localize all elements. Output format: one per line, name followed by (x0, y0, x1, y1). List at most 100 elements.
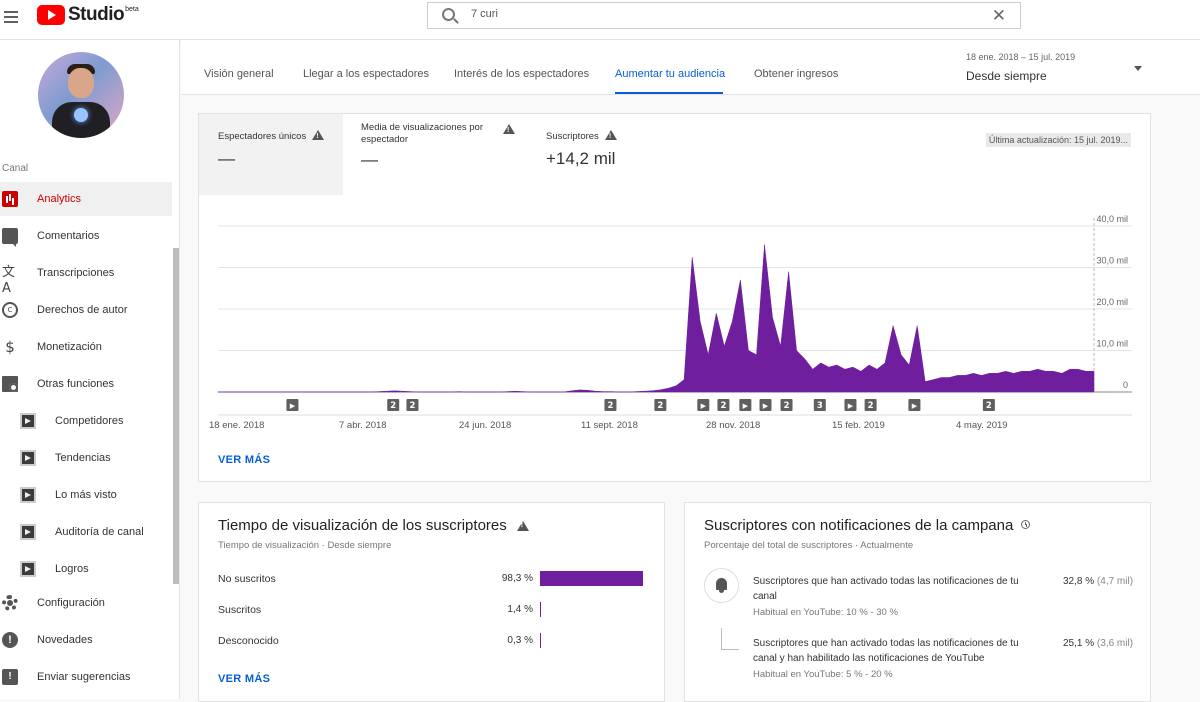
sidebar-item-channel-audit[interactable]: Auditoría de canal (0, 515, 172, 549)
extension-icon (20, 487, 36, 503)
sidebar-item-competitors[interactable]: Competidores (0, 404, 172, 438)
feedback-icon: ! (2, 669, 18, 685)
search-icon[interactable] (442, 8, 455, 21)
percent-bar (540, 571, 644, 586)
see-more-link[interactable]: VER MÁS (218, 673, 271, 685)
extension-icon (20, 413, 36, 429)
subscriber-watch-time-card: Tiempo de visualización de los suscripto… (198, 502, 665, 702)
sidebar-item-settings[interactable]: Configuración (0, 586, 172, 620)
extension-icon (20, 524, 36, 540)
sidebar-item-other-features[interactable]: Otras funciones (0, 367, 172, 401)
sidebar-item-label: Monetización (37, 341, 102, 353)
sidebar-item-label: Analytics (37, 193, 82, 205)
x-tick-label: 7 abr. 2018 (339, 420, 387, 431)
sidebar-item-label: Competidores (55, 415, 124, 427)
section-title: Suscriptores con notificaciones de la ca… (704, 517, 1031, 534)
sidebar-item-analytics[interactable]: Analytics (0, 182, 172, 216)
alert-icon: ! (2, 632, 18, 648)
sidebar-item-label: Configuración (37, 597, 105, 609)
sidebar-item-most-viewed[interactable]: Lo más visto (0, 478, 172, 512)
section-subtitle: Porcentaje del total de suscriptores · A… (704, 540, 914, 551)
event-marker (780, 399, 793, 411)
event-marker (654, 399, 667, 411)
bell-notifications-card: Suscriptores con notificaciones de la ca… (684, 502, 1151, 702)
metric-label: Espectadores únicos (218, 131, 307, 142)
sidebar-item-monetization[interactable]: $ Monetización (0, 330, 172, 364)
section-title: Tiempo de visualización de los suscripto… (218, 517, 529, 534)
x-tick-label: 4 may. 2019 (956, 420, 1008, 431)
audience-overview-card: Espectadores únicos — Media de visualiza… (198, 113, 1151, 482)
metric-value: — (361, 150, 378, 169)
sidebar-item-send-feedback[interactable]: ! Enviar sugerencias (0, 660, 172, 694)
channel-avatar[interactable] (38, 52, 124, 138)
search-box[interactable]: ✕ (427, 2, 1021, 29)
notification-row-benchmark: Habitual en YouTube: 10 % - 30 % (753, 607, 898, 618)
comments-icon (2, 228, 18, 247)
menu-icon[interactable] (4, 8, 18, 23)
dollar-icon: $ (5, 338, 15, 356)
metric-subscribers[interactable]: Suscriptores +14,2 mil (546, 130, 617, 169)
tab-interest[interactable]: Interés de los espectadores (454, 68, 590, 80)
analytics-icon (2, 191, 18, 207)
event-marker-label: 3 (817, 401, 823, 411)
sidebar-item-achievements[interactable]: Logros (0, 552, 172, 586)
warning-icon (604, 130, 617, 143)
event-marker (759, 399, 772, 411)
tab-reach[interactable]: Llegar a los espectadores (303, 68, 429, 80)
sidebar-item-copyright[interactable]: c Derechos de autor (0, 293, 172, 327)
y-tick-label: 30,0 mil (1096, 256, 1128, 266)
studio-logo[interactable]: Studio beta (37, 4, 139, 26)
notification-row-percent: 32,8 % (4,7 mil) (1063, 576, 1134, 587)
tab-build-audience[interactable]: Aumentar tu audiencia (615, 68, 726, 80)
sidebar-scrollbar[interactable] (173, 248, 179, 584)
row-label: Suscritos (218, 604, 262, 616)
event-marker (864, 399, 877, 411)
event-marker-label: 2 (390, 401, 396, 411)
percent-bar (540, 602, 542, 617)
event-marker-label: 2 (720, 401, 726, 411)
warning-icon (312, 130, 325, 143)
translate-icon: 文A (2, 265, 16, 296)
metric-value: — (218, 149, 235, 168)
metric-avg-views-per-viewer[interactable]: Media de visualizaciones por espectador … (361, 122, 521, 170)
chevron-down-icon[interactable] (1134, 66, 1142, 71)
event-marker (908, 399, 921, 411)
clear-search-icon[interactable]: ✕ (991, 6, 1006, 26)
sidebar-item-whats-new[interactable]: ! Novedades (0, 623, 172, 657)
metric-value: +14,2 mil (546, 149, 616, 168)
subscribers-chart: 40,0 mil 30,0 mil 20,0 mil 10,0 mil 0 ▶ 2 2 2 2 ▶ 2… (209, 214, 1132, 431)
tree-connector (721, 628, 739, 650)
x-tick-label: 24 jun. 2018 (459, 420, 511, 431)
sidebar-item-label: Lo más visto (55, 489, 117, 501)
gear-icon (2, 595, 18, 611)
sidebar-item-transcriptions[interactable]: 文A Transcripciones (0, 256, 172, 296)
sidebar-item-label: Auditoría de canal (55, 526, 144, 538)
row-percent: 1,4 % (507, 604, 533, 615)
event-marker (844, 399, 857, 411)
subscribers-area-series (218, 244, 1095, 393)
logo-text: Studio (68, 4, 125, 25)
see-more-link[interactable]: VER MÁS (218, 454, 271, 466)
event-marker-label: ▶ (848, 402, 854, 410)
metric-label: Media de visualizaciones por espectador (361, 122, 483, 145)
tab-revenue[interactable]: Obtener ingresos (754, 68, 839, 80)
event-marker (697, 399, 710, 411)
sidebar-item-label: Tendencias (55, 452, 111, 464)
event-marker-label: 2 (868, 401, 874, 411)
metric-unique-viewers[interactable]: Espectadores únicos — (218, 130, 325, 169)
event-marker-label: 2 (657, 401, 663, 411)
tab-overview[interactable]: Visión general (204, 68, 274, 80)
date-range-selector[interactable]: Desde siempre (966, 69, 1047, 83)
sidebar-item-comments[interactable]: Comentarios (0, 219, 172, 253)
extension-icon (20, 561, 36, 577)
event-marker (739, 399, 752, 411)
sidebar-item-trends[interactable]: Tendencias (0, 441, 172, 475)
clock-icon (1021, 520, 1031, 529)
sidebar-item-label: Comentarios (37, 230, 100, 242)
logo-badge: beta (125, 6, 139, 13)
sidebar-item-label: Enviar sugerencias (37, 671, 131, 683)
section-subtitle: Tiempo de visualización · Desde siempre (218, 540, 392, 551)
event-marker (406, 399, 419, 411)
search-input[interactable] (471, 8, 971, 20)
event-marker-label: 2 (784, 401, 790, 411)
